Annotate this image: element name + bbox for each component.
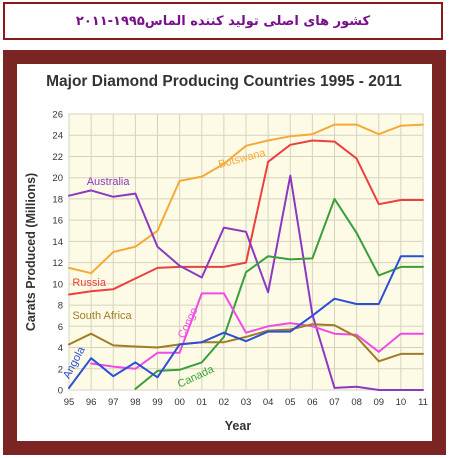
x-tick-label: 99: [152, 397, 163, 408]
series-line-canada: [134, 197, 424, 390]
header-title: کشور های اصلی تولید کننده الماس۱۹۹۵-۲۰۱۱: [75, 13, 371, 29]
y-tick-label: 8: [58, 301, 63, 312]
y-tick-label: 0: [58, 386, 63, 397]
series-line-russia: [68, 139, 424, 296]
x-tick-label: 04: [263, 397, 274, 408]
y-tick-label: 26: [52, 110, 63, 121]
series-label-russia: Russia: [72, 277, 107, 289]
x-tick-label: 95: [64, 397, 75, 408]
y-tick-label: 2: [58, 364, 63, 375]
x-tick-label: 11: [418, 397, 428, 408]
line-chart: Major Diamond Producing Countries 1995 -…: [24, 73, 428, 433]
series-lines: [68, 123, 424, 391]
x-tick-label: 07: [329, 397, 340, 408]
x-tick-label: 02: [219, 397, 230, 408]
y-tick-label: 10: [52, 279, 63, 290]
chart-frame: Major Diamond Producing Countries 1995 -…: [3, 50, 446, 455]
series-line-congo: [90, 292, 424, 370]
series-line-south-africa: [68, 323, 424, 363]
x-tick-label: 05: [285, 397, 296, 408]
x-tick-label: 03: [241, 397, 252, 408]
header-banner: کشور های اصلی تولید کننده الماس۱۹۹۵-۲۰۱۱: [3, 2, 443, 40]
x-tick-label: 08: [351, 397, 362, 408]
y-tick-label: 22: [52, 152, 63, 163]
x-tick-label: 10: [396, 397, 407, 408]
y-tick-label: 4: [58, 343, 63, 354]
x-tick-label: 01: [196, 397, 207, 408]
x-axis-label: Year: [225, 419, 252, 433]
y-tick-label: 18: [52, 194, 63, 205]
series-line-angola: [68, 255, 424, 389]
x-tick-label: 97: [108, 397, 119, 408]
series-label-australia: Australia: [87, 176, 131, 188]
x-axis-ticks: 95 96 97 98 99 00 01 02 03 04 05 06 07 08 09 10 11: [64, 397, 428, 408]
y-tick-label: 12: [52, 258, 63, 269]
series-line-botswana: [68, 123, 424, 275]
y-tick-label: 16: [52, 216, 63, 227]
x-tick-label: 00: [174, 397, 185, 408]
grid: [68, 113, 424, 391]
y-tick-label: 24: [52, 131, 63, 142]
x-tick-label: 98: [130, 397, 141, 408]
chart-title: Major Diamond Producing Countries 1995 -…: [46, 73, 402, 90]
y-tick-label: 6: [58, 322, 63, 333]
chart-panel: Major Diamond Producing Countries 1995 -…: [17, 64, 432, 441]
y-tick-label: 20: [52, 173, 63, 184]
x-tick-label: 96: [86, 397, 97, 408]
series-line-australia: [68, 174, 424, 391]
y-tick-label: 14: [52, 237, 63, 248]
series-label-south-africa: South Africa: [72, 310, 132, 322]
y-axis-label: Carats Produced (Millions): [24, 173, 38, 331]
x-tick-label: 06: [307, 397, 318, 408]
x-tick-label: 09: [373, 397, 384, 408]
